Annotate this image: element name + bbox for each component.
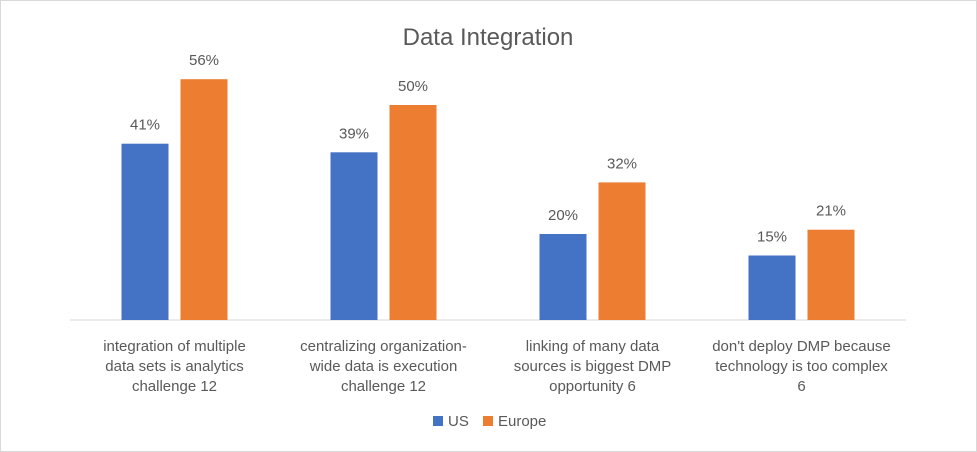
legend-label-europe: Europe bbox=[498, 413, 546, 430]
value-label-europe-0: 56% bbox=[189, 52, 219, 69]
bar-europe-3 bbox=[807, 229, 855, 320]
bar-us-0 bbox=[121, 143, 169, 320]
value-label-us-1: 39% bbox=[339, 125, 369, 142]
category-label-2: linking of many data sources is biggest D… bbox=[514, 338, 672, 395]
bar-europe-2 bbox=[598, 182, 646, 320]
value-label-europe-2: 32% bbox=[607, 155, 637, 172]
bar-us-1 bbox=[330, 152, 378, 320]
value-label-europe-3: 21% bbox=[816, 203, 846, 220]
category-label-0: integration of multiple data sets is anal… bbox=[103, 338, 246, 395]
legend-label-us: US bbox=[448, 413, 469, 430]
legend-swatch-us bbox=[433, 416, 443, 426]
bar-us-3 bbox=[748, 255, 796, 320]
value-label-us-2: 20% bbox=[548, 207, 578, 224]
legend: US Europe bbox=[433, 413, 546, 430]
category-label-1: centralizing organization-wide data is e… bbox=[300, 338, 467, 395]
bar-europe-0 bbox=[180, 79, 228, 320]
value-label-europe-1: 50% bbox=[398, 78, 428, 95]
chart-title: Data Integration bbox=[403, 24, 574, 51]
bar-us-2 bbox=[539, 234, 587, 320]
legend-swatch-europe bbox=[483, 416, 493, 426]
value-label-us-0: 41% bbox=[130, 117, 160, 134]
bars-group bbox=[121, 79, 855, 320]
value-label-us-3: 15% bbox=[757, 229, 787, 246]
category-label-3: don't deploy DMP because technology is to… bbox=[712, 338, 891, 395]
value-labels-group: 41% 56% 39% 50% 20% 32% 15% 21% bbox=[130, 52, 846, 245]
category-labels-group: integration of multiple data sets is anal… bbox=[103, 338, 891, 395]
bar-europe-1 bbox=[389, 105, 437, 320]
